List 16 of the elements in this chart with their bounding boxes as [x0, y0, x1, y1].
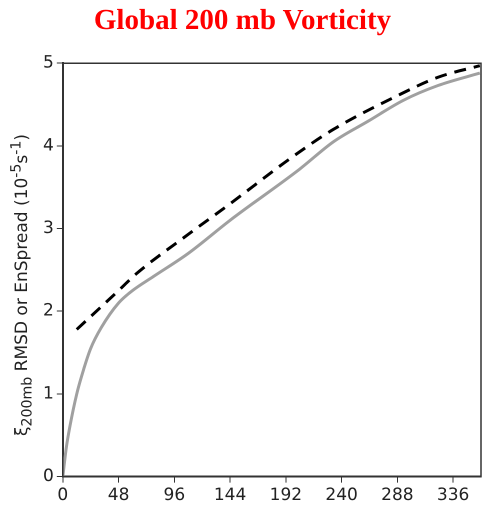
x-tick-label: 96 — [164, 485, 186, 506]
x-tick-label: 144 — [214, 485, 246, 506]
x-tick-label: 48 — [108, 485, 130, 506]
y-tick-label: 2 — [42, 300, 54, 321]
x-tick-label: 288 — [381, 485, 414, 506]
x-tick-label: 192 — [270, 485, 302, 506]
y-tick-label: 1 — [42, 383, 54, 404]
x-tick-label: 0 — [57, 485, 68, 506]
y-tick-label: 5 — [42, 52, 54, 73]
y-tick-label: 3 — [42, 218, 54, 238]
line-series — [75, 64, 481, 331]
x-tick-label: 240 — [325, 485, 358, 506]
y-tick-label: 4 — [42, 135, 54, 156]
y-tick-label: 0 — [42, 466, 54, 486]
x-tick-label: 336 — [436, 485, 470, 506]
chart-title: Global 200 mb Vorticity — [92, 4, 392, 37]
